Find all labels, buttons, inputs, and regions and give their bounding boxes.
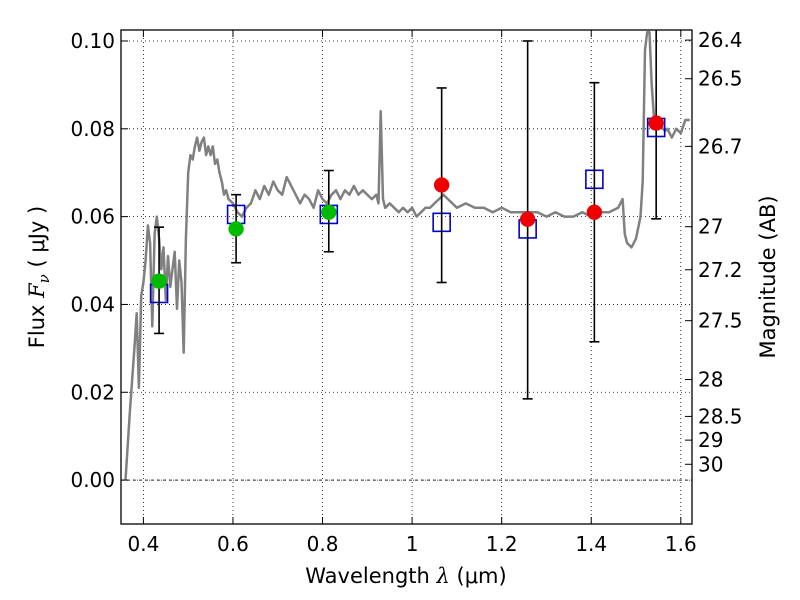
observed-flux-point — [586, 204, 603, 220]
x-tick-label: 1 — [406, 532, 419, 556]
y-tick-label: 0.06 — [70, 205, 115, 229]
y2-tick-label: 26.5 — [698, 67, 743, 91]
y-tick-label: 0.00 — [70, 468, 115, 492]
y-tick-label: 0.08 — [70, 117, 115, 141]
observed-flux-point — [433, 177, 450, 193]
observed-flux-point — [228, 221, 244, 237]
axis-ticks: 0.4 0.6 0.8 1 1.2 1.4 1.6 0.00 0.02 0.04 0.06 0.08 0… — [70, 28, 742, 556]
x-tick-label: 1.6 — [665, 532, 697, 556]
y2-tick-label: 27.2 — [698, 258, 743, 282]
y2-axis-label: Magnitude (AB) — [756, 195, 780, 358]
y2-tick-label: 28.5 — [698, 404, 743, 428]
observed-flux-point — [519, 211, 536, 228]
y-tick-label: 0.04 — [70, 292, 115, 316]
observed-flux-point — [321, 204, 337, 220]
observed-flux-point — [151, 273, 167, 289]
x-tick-label: 1.2 — [486, 532, 518, 556]
x-tick-label: 0.4 — [127, 532, 159, 556]
y2-tick-label: 26.4 — [698, 28, 743, 52]
x-tick-label: 0.6 — [217, 532, 249, 556]
plot-background — [121, 30, 692, 524]
y2-tick-label: 30 — [698, 452, 723, 476]
x-tick-label: 1.4 — [575, 532, 607, 556]
y2-tick-label: 29 — [698, 428, 723, 452]
model-sed-line — [124, 30, 690, 481]
y2-tick-label: 27.5 — [698, 309, 743, 333]
observed-flux-point — [648, 115, 664, 131]
y2-tick-label: 28 — [698, 368, 723, 392]
y2-tick-label: 26.7 — [698, 134, 743, 158]
y-axis-subscript: ν — [35, 274, 53, 283]
series-layer — [124, 30, 690, 481]
x-tick-label: 0.8 — [307, 532, 339, 556]
y-tick-label: 0.02 — [70, 380, 115, 404]
x-axis-label: Wavelength λ (μm) — [305, 564, 506, 588]
y-axis-label: Flux Fν ( μJy ) — [25, 206, 53, 348]
x-axis-symbol: λ — [436, 564, 450, 588]
plot-frame — [120, 29, 693, 525]
y-axis-symbol: F — [25, 282, 49, 299]
y-tick-label: 0.10 — [70, 29, 115, 53]
y2-tick-label: 27 — [698, 215, 723, 239]
